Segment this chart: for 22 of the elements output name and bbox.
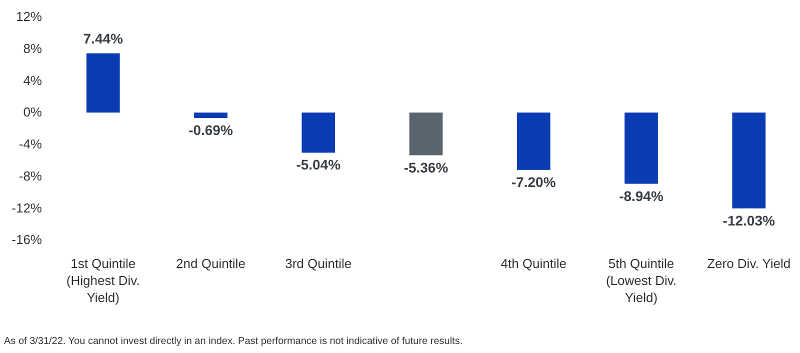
- x-tick-label: 5th Quintile (Lowest Div. Yield): [606, 256, 677, 305]
- x-tick-label: Zero Div. Yield: [707, 256, 791, 271]
- x-tick-label: 4th Quintile: [500, 256, 567, 271]
- data-label: -12.03%: [722, 212, 776, 228]
- y-tick-label: -4%: [18, 136, 42, 152]
- y-tick-label: -12%: [12, 200, 42, 216]
- x-tick-label: 1st Quintile (Highest Div. Yield): [66, 256, 140, 305]
- data-label: 7.44%: [83, 30, 124, 46]
- y-tick-label: 0%: [23, 104, 42, 120]
- y-tick-label: -16%: [12, 232, 42, 248]
- x-tick-label: 3rd Quintile: [285, 256, 352, 271]
- y-tick-label: -8%: [18, 168, 42, 184]
- y-tick-label: 4%: [23, 72, 42, 88]
- data-label: -7.20%: [511, 174, 556, 190]
- data-label: -5.36%: [404, 159, 449, 176]
- y-tick-label: 8%: [23, 41, 42, 56]
- data-label: -8.94%: [619, 188, 664, 204]
- text: As of 3/31/22. You cannot invest directly in an index. Past performance is not indicative of future results.: [4, 336, 463, 347]
- data-label: -5.04%: [296, 156, 342, 173]
- data-label: -0.69%: [188, 122, 234, 138]
- y-tick-label: 12%: [16, 9, 42, 24]
- x-tick-label: 2nd Quintile: [176, 256, 246, 271]
